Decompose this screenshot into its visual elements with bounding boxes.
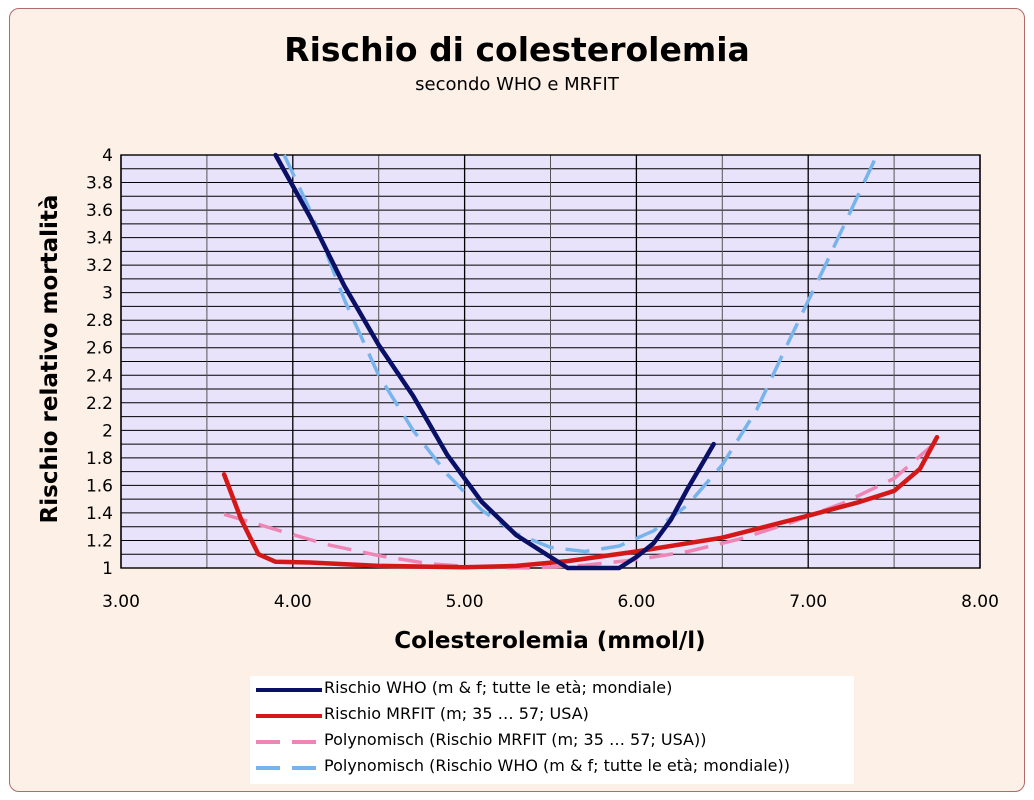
y-tick-label: 3.6	[86, 201, 113, 221]
y-tick-label: 3	[102, 284, 113, 304]
x-tick-label: 8.00	[961, 592, 999, 612]
y-tick-label: 3.2	[86, 256, 113, 276]
legend-item: Rischio MRFIT (m; 35 … 57; USA)	[250, 702, 850, 728]
legend-label: Rischio WHO (m & f; tutte le età; mondia…	[324, 678, 673, 697]
series-line-1	[273, 152, 716, 571]
legend-swatch	[256, 714, 322, 718]
legend-label: Rischio MRFIT (m; 35 … 57; USA)	[324, 704, 589, 723]
legend-swatch	[256, 688, 322, 692]
y-tick-label: 1	[102, 559, 113, 579]
legend-swatch	[256, 766, 322, 770]
x-tick-label: 5.00	[446, 592, 484, 612]
y-tick-label: 2.2	[86, 394, 113, 414]
legend-label: Polynomisch (Rischio WHO (m & f; tutte l…	[324, 756, 790, 775]
legend-item: Polynomisch (Rischio WHO (m & f; tutte l…	[250, 754, 850, 780]
y-tick-label: 3.8	[86, 174, 113, 194]
x-tick-label: 4.00	[274, 592, 312, 612]
legend-swatch	[256, 740, 322, 744]
chart-title: Rischio di colesterolemia	[284, 30, 750, 69]
y-tick-label: 2.8	[86, 311, 113, 331]
x-tick-label: 7.00	[789, 592, 827, 612]
y-tick-label: 2	[102, 421, 113, 441]
y-tick-label: 1.4	[86, 504, 113, 524]
y-tick-label: 1.8	[86, 449, 113, 469]
chart-subtitle: secondo WHO e MRFIT	[415, 74, 619, 95]
series-line-2	[221, 434, 940, 570]
series-layer	[221, 152, 940, 571]
y-tick-label: 3.4	[86, 229, 113, 249]
y-axis-label: Rischio relativo mortalità	[37, 194, 63, 524]
legend-item: Polynomisch (Rischio MRFIT (m; 35 … 57; …	[250, 728, 850, 754]
y-tick-label: 2.6	[86, 339, 113, 359]
series-line-4	[282, 154, 879, 554]
x-axis-label: Colesterolemia (mmol/l)	[394, 628, 706, 654]
y-tick-label: 2.4	[86, 366, 113, 386]
y-tick-label: 1.6	[86, 476, 113, 496]
legend-item: Rischio WHO (m & f; tutte le età; mondia…	[250, 676, 850, 702]
legend: Rischio WHO (m & f; tutte le età; mondia…	[250, 676, 854, 784]
x-tick-label: 3.00	[102, 592, 140, 612]
legend-label: Polynomisch (Rischio MRFIT (m; 35 … 57; …	[324, 730, 707, 749]
x-tick-label: 6.00	[617, 592, 655, 612]
y-tick-label: 4	[102, 146, 113, 166]
y-tick-label: 1.2	[86, 531, 113, 551]
tick-labels: 1 1.2 1.4 1.6 1.8 2 2.2 2.4 2.6 2.8 3 3.2 3.4 3.6 3.8 4…	[86, 146, 999, 612]
